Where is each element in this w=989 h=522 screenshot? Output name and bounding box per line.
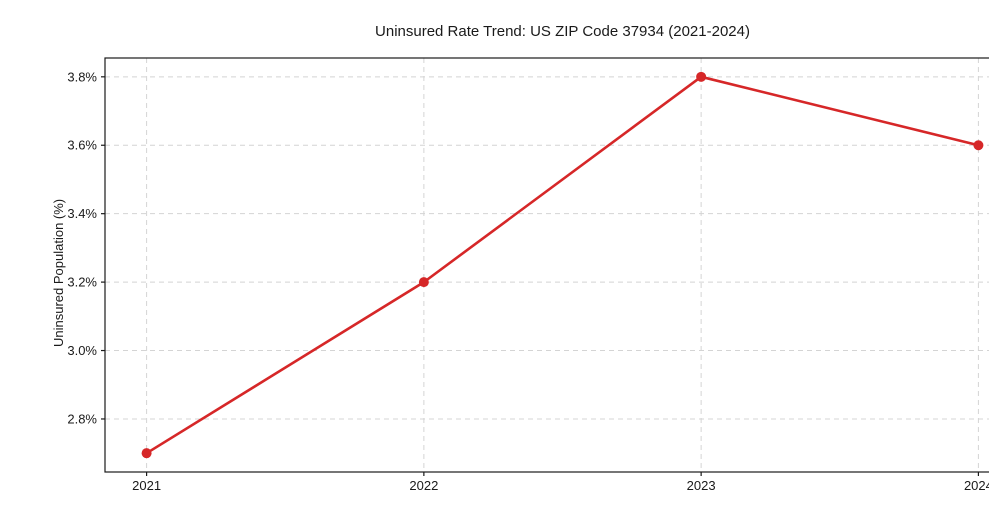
y-tick-label: 3.4% [67,206,97,221]
y-tick-label: 2.8% [67,411,97,426]
uninsured-rate-line-chart: Uninsured Rate Trend: US ZIP Code 37934 … [40,16,989,506]
trend-line [145,75,980,455]
x-tick-label: 2021 [132,478,161,493]
y-tick-label: 3.0% [67,343,97,358]
x-tick-label: 2024 [964,478,989,493]
data-point-marker [141,448,152,459]
data-point-marker [696,71,707,82]
y-tick-label: 3.8% [67,69,97,84]
axes-border [104,57,989,473]
y-tick-label: 3.6% [67,138,97,153]
data-point-marker [418,277,429,288]
x-tick-label: 2023 [687,478,716,493]
chart-title: Uninsured Rate Trend: US ZIP Code 37934 … [375,23,750,40]
y-tick-label: 3.2% [67,275,97,290]
x-tick-label: 2022 [409,478,438,493]
plot-area: 2021 2022 2023 2024 2.8% 3.0% 3.2% 3.4% 3.6% 3.8% [67,57,989,493]
data-point-marker [973,140,984,151]
